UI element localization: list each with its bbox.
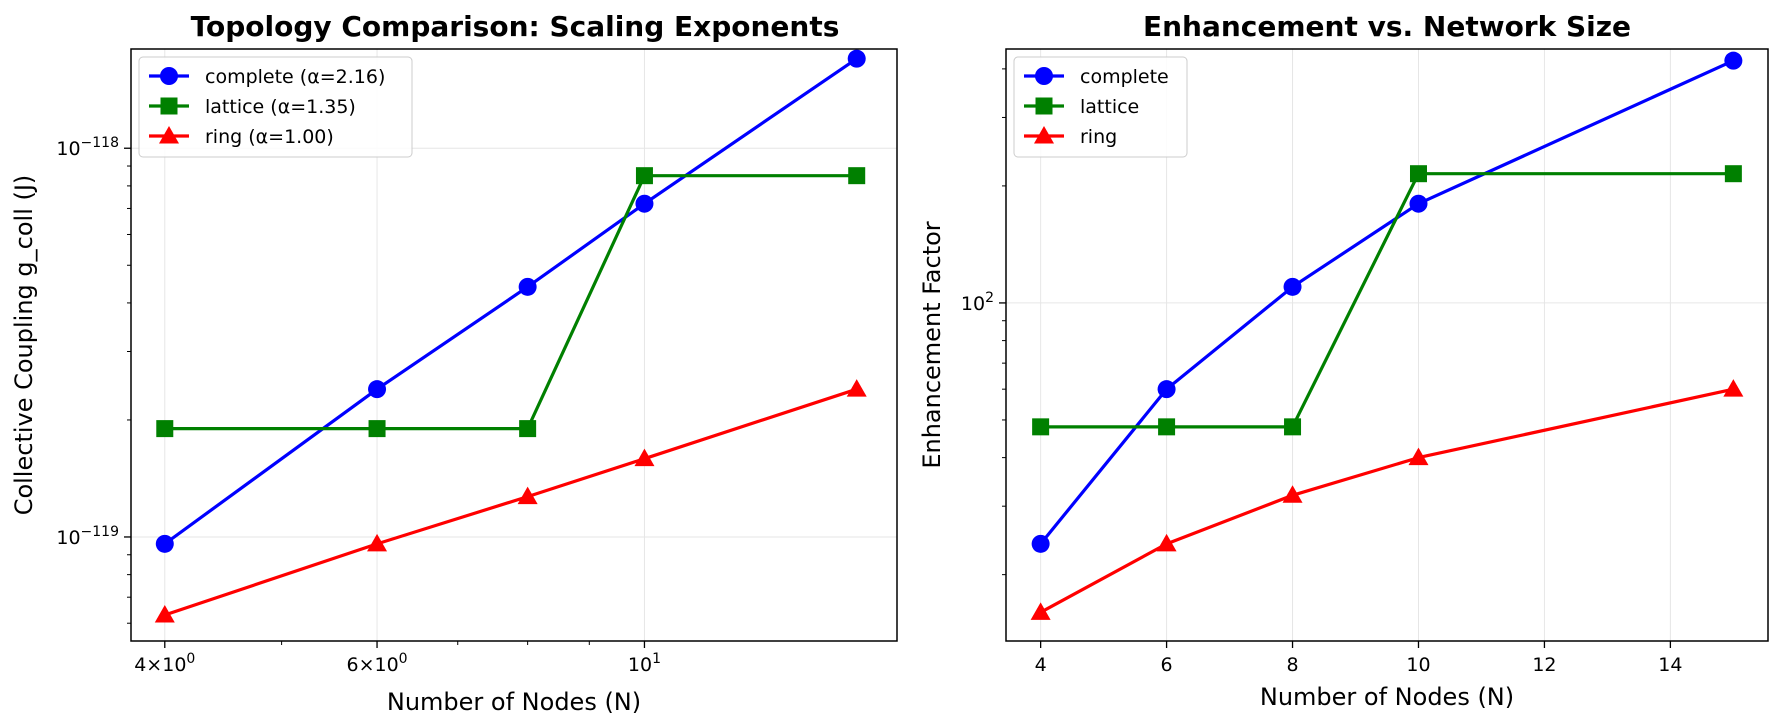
- data-point-complete: [1031, 534, 1050, 553]
- data-point-complete: [847, 49, 866, 68]
- legend-marker-ring: [159, 126, 179, 144]
- data-point-complete: [155, 534, 174, 553]
- legend-label: ring: [1080, 126, 1117, 148]
- legend-item-complete: complete (α=2.16): [149, 66, 385, 88]
- legend-marker-complete: [1035, 67, 1053, 85]
- legend-label: complete: [1080, 66, 1169, 88]
- data-point-lattice: [368, 420, 386, 438]
- series-line-lattice: [1040, 172, 1734, 429]
- legend-item-ring: ring (α=1.00): [149, 126, 334, 148]
- plot-frame: [130, 48, 898, 642]
- data-point-lattice: [848, 167, 866, 185]
- legend-box: [1013, 56, 1188, 158]
- series-line-ring: [164, 387, 858, 617]
- data-point-ring: [1408, 447, 1429, 466]
- legend: complete (α=2.16) lattice (α=1.35) ring (α…: [138, 56, 413, 158]
- data-point-lattice: [1724, 165, 1742, 183]
- x-tick-label: 6×100: [346, 651, 407, 676]
- data-point-ring: [1030, 602, 1051, 620]
- legend-marker-lattice: [1035, 97, 1053, 115]
- x-axis-label: Number of Nodes (N): [387, 688, 641, 716]
- series-line-ring: [1039, 387, 1734, 614]
- x-tick-label: 12: [1532, 654, 1556, 676]
- data-point-lattice: [1409, 165, 1427, 183]
- data-point-lattice: [1158, 418, 1176, 436]
- data-point-complete: [635, 194, 654, 213]
- x-tick-label: 101: [628, 651, 661, 676]
- data-point-lattice: [635, 167, 653, 185]
- data-point-lattice: [519, 420, 537, 438]
- data-point-ring: [517, 486, 538, 505]
- legend-item-complete: complete: [1024, 66, 1169, 88]
- series-layer: [154, 49, 867, 623]
- data-point-complete: [368, 380, 387, 399]
- legend-item-lattice: lattice (α=1.35): [149, 96, 356, 118]
- x-tick-label: 4: [1035, 654, 1047, 676]
- legend-label: complete (α=2.16): [205, 66, 385, 88]
- data-point-complete: [1157, 380, 1176, 399]
- y-axis-label: Collective Coupling g_coll (J): [10, 175, 38, 516]
- chart-title: Enhancement vs. Network Size: [1143, 10, 1631, 43]
- legend-marker-lattice: [160, 97, 178, 115]
- legend-label: lattice: [1080, 96, 1139, 118]
- legend-box: [138, 56, 413, 158]
- data-point-complete: [1283, 277, 1302, 296]
- legend-item-ring: ring: [1024, 126, 1117, 148]
- data-point-ring: [846, 379, 867, 397]
- data-point-ring: [634, 448, 655, 467]
- data-point-lattice: [1032, 418, 1050, 436]
- series-layer: [1030, 51, 1744, 620]
- data-point-ring: [154, 604, 175, 623]
- x-axis-label: Number of Nodes (N): [1260, 683, 1514, 711]
- legend-marker-ring: [1034, 126, 1054, 144]
- data-point-ring: [367, 533, 388, 552]
- legend-item-lattice: lattice: [1024, 96, 1139, 118]
- data-point-lattice: [156, 420, 174, 438]
- legend-label: lattice (α=1.35): [205, 96, 356, 118]
- x-tick-label: 8: [1286, 654, 1298, 676]
- x-tick-label: 4×100: [134, 651, 195, 676]
- legend-label: ring (α=1.00): [205, 126, 334, 148]
- y-tick-label: 102: [961, 290, 994, 315]
- legend-marker-complete: [160, 67, 178, 85]
- data-point-complete: [1724, 51, 1743, 70]
- series-line-lattice: [164, 174, 857, 431]
- data-point-complete: [518, 277, 537, 296]
- data-point-complete: [1409, 194, 1428, 213]
- legend: complete lattice ring: [1013, 56, 1188, 158]
- data-point-ring: [1156, 533, 1177, 552]
- y-tick-label: 10−118: [56, 135, 119, 160]
- ticks: 4×100 6×100 101 10−119 10−118: [56, 135, 661, 676]
- chart-enhancement-vs-size: Enhancement vs. Network Size 4 6 8 10 12 14 10…: [918, 10, 1769, 711]
- x-tick-label: 6: [1161, 654, 1173, 676]
- x-tick-label: 14: [1658, 654, 1682, 676]
- x-tick-label: 10: [1406, 654, 1430, 676]
- chart-topology-comparison: Topology Comparison: Scaling Exponents 4…: [10, 10, 898, 716]
- data-point-ring: [1282, 485, 1303, 503]
- data-point-lattice: [1284, 418, 1302, 436]
- data-point-ring: [1723, 379, 1744, 397]
- y-tick-label: 10−119: [56, 524, 119, 549]
- chart-title: Topology Comparison: Scaling Exponents: [191, 10, 840, 43]
- plot-frame: [1005, 48, 1769, 642]
- y-axis-label: Enhancement Factor: [918, 221, 946, 468]
- ticks: 4 6 8 10 12 14 102: [961, 68, 1682, 676]
